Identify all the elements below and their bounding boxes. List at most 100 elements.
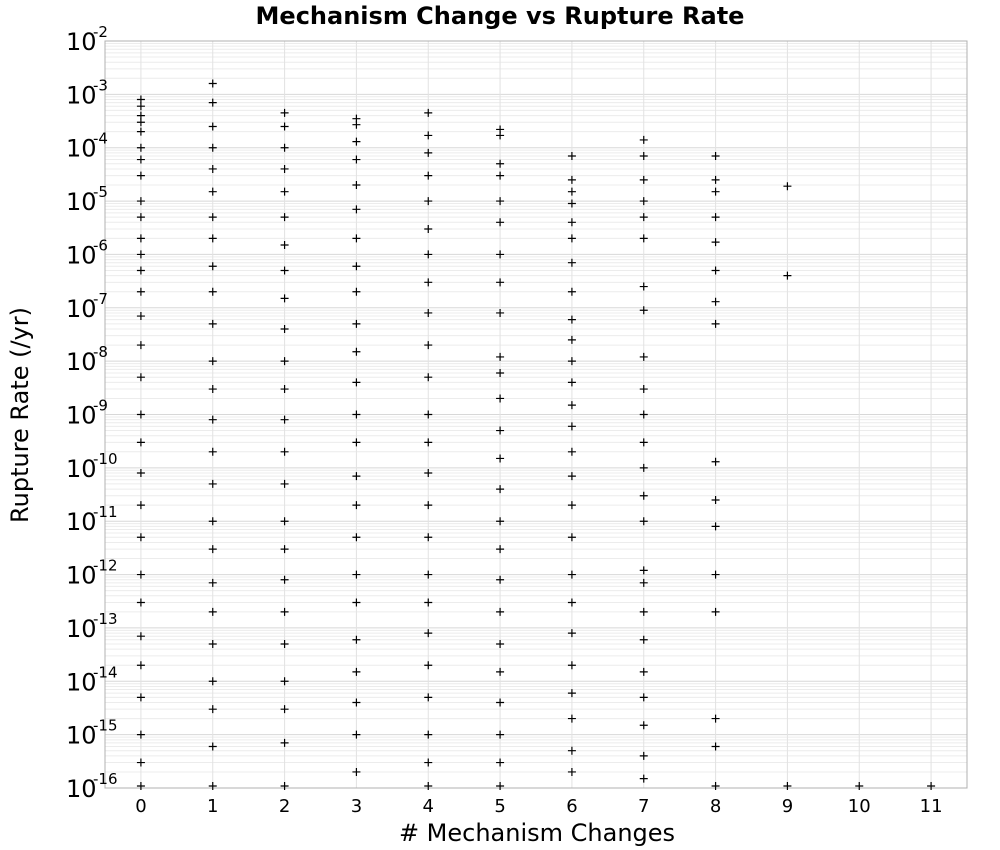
data-point	[639, 352, 648, 361]
data-point	[783, 271, 792, 280]
data-point	[567, 422, 576, 431]
data-point	[208, 742, 217, 751]
data-point	[280, 677, 289, 686]
data-point	[424, 278, 433, 287]
data-point	[496, 698, 505, 707]
data-point	[136, 234, 145, 243]
x-tick-label: 1	[207, 796, 218, 817]
data-point	[136, 438, 145, 447]
data-point	[424, 148, 433, 157]
data-point	[424, 730, 433, 739]
x-tick-label: 6	[566, 796, 577, 817]
y-tick-exponent: -11	[93, 503, 118, 521]
data-point	[136, 155, 145, 164]
data-point	[711, 187, 720, 196]
data-point	[136, 730, 145, 739]
data-point	[280, 415, 289, 424]
data-point	[496, 394, 505, 403]
data-point	[352, 234, 361, 243]
data-point	[567, 661, 576, 670]
data-point	[424, 782, 433, 790]
data-point	[424, 410, 433, 419]
data-point	[208, 517, 217, 526]
data-point	[424, 224, 433, 233]
data-point	[136, 598, 145, 607]
data-point	[496, 352, 505, 361]
data-point	[280, 447, 289, 456]
data-point	[711, 522, 720, 531]
data-point	[352, 347, 361, 356]
y-tick-exponent: -9	[93, 397, 108, 415]
data-point	[496, 639, 505, 648]
data-point	[424, 438, 433, 447]
data-point	[496, 575, 505, 584]
data-point	[208, 143, 217, 152]
y-tick-base: 10	[66, 241, 97, 269]
y-tick-base: 10	[66, 615, 97, 643]
data-point	[783, 182, 792, 191]
data-point	[136, 469, 145, 478]
data-point	[567, 315, 576, 324]
y-tick-exponent: -13	[93, 610, 118, 628]
x-tick-label: 10	[848, 796, 871, 817]
data-point	[208, 213, 217, 222]
data-point	[424, 250, 433, 259]
data-point	[280, 213, 289, 222]
data-point	[352, 472, 361, 481]
data-point	[567, 287, 576, 296]
data-point	[424, 308, 433, 317]
data-point	[639, 607, 648, 616]
data-point	[136, 250, 145, 259]
data-point	[280, 357, 289, 366]
y-tick-base: 10	[66, 668, 97, 696]
data-point	[280, 575, 289, 584]
data-point	[567, 335, 576, 344]
data-point	[639, 234, 648, 243]
y-tick-exponent: -15	[93, 717, 118, 735]
y-tick-label: 10-2	[66, 23, 108, 56]
data-point	[639, 213, 648, 222]
x-tick-label: 8	[710, 796, 721, 817]
data-point	[136, 287, 145, 296]
data-point	[567, 767, 576, 776]
data-point	[496, 607, 505, 616]
y-tick-label: 10-15	[66, 717, 118, 750]
chart-title: Mechanism Change vs Rupture Rate	[256, 2, 745, 30]
data-point	[352, 155, 361, 164]
data-point	[352, 205, 361, 214]
data-point	[496, 426, 505, 435]
x-tick-label: 4	[423, 796, 434, 817]
data-point	[208, 187, 217, 196]
data-point	[208, 782, 217, 790]
data-point	[496, 517, 505, 526]
y-tick-label: 10-9	[66, 397, 108, 430]
y-tick-exponent: -4	[93, 130, 108, 148]
data-point	[280, 639, 289, 648]
data-point	[711, 319, 720, 328]
data-point	[567, 234, 576, 243]
data-point	[639, 135, 648, 144]
data-point	[567, 199, 576, 208]
data-point	[208, 415, 217, 424]
data-point	[280, 187, 289, 196]
data-point	[496, 278, 505, 287]
data-point	[352, 533, 361, 542]
data-point	[496, 218, 505, 227]
data-point	[280, 325, 289, 334]
data-point	[424, 533, 433, 542]
data-point	[567, 570, 576, 579]
y-tick-exponent: -3	[93, 76, 108, 94]
data-point	[496, 485, 505, 494]
data-point	[711, 495, 720, 504]
data-point	[136, 143, 145, 152]
data-point	[136, 197, 145, 206]
y-tick-base: 10	[66, 455, 97, 483]
data-point	[496, 782, 505, 790]
x-tick-label: 11	[920, 796, 943, 817]
data-point	[711, 266, 720, 275]
data-point	[567, 187, 576, 196]
y-tick-label: 10-3	[66, 76, 108, 109]
data-point	[567, 258, 576, 267]
y-tick-label: 10-5	[66, 183, 108, 216]
